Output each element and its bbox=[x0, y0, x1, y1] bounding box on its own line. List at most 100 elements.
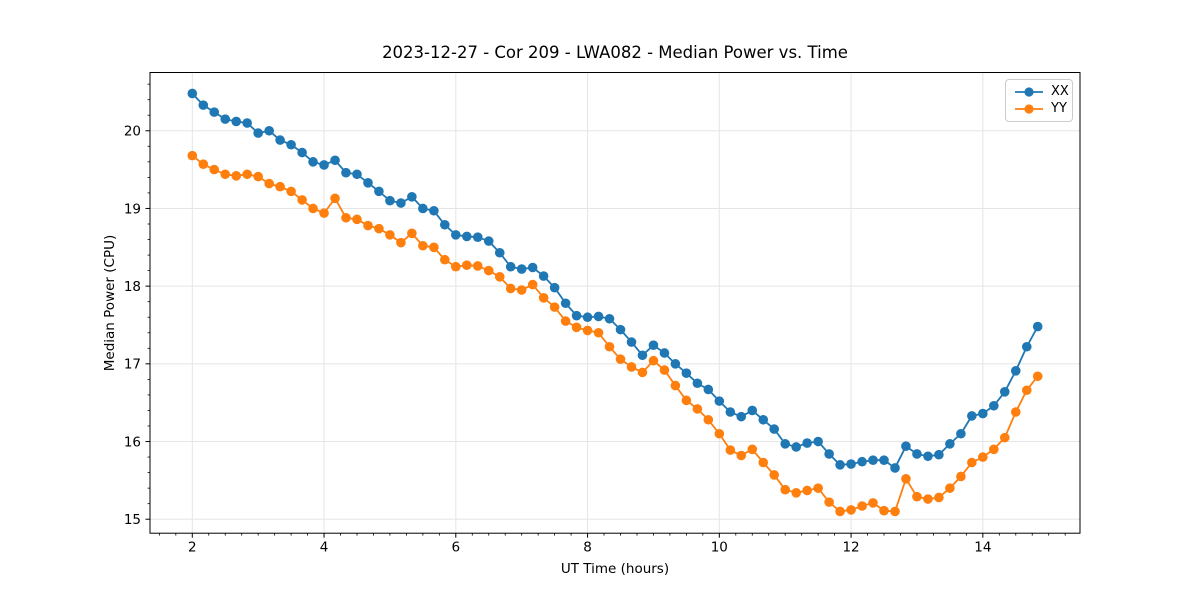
data-point bbox=[637, 350, 648, 361]
data-point bbox=[703, 414, 714, 425]
legend-item-xx: XX bbox=[1014, 84, 1069, 100]
data-point bbox=[560, 316, 571, 326]
series-xx-line bbox=[191, 92, 1039, 469]
data-point bbox=[483, 236, 494, 246]
data-point bbox=[593, 327, 604, 338]
data-point bbox=[187, 88, 198, 99]
data-point bbox=[769, 424, 779, 434]
data-point bbox=[857, 501, 867, 511]
data-point bbox=[868, 455, 878, 465]
data-point bbox=[220, 169, 231, 180]
data-point bbox=[1010, 366, 1021, 376]
data-point bbox=[604, 341, 615, 352]
data-point bbox=[901, 441, 911, 451]
data-point bbox=[440, 219, 450, 230]
data-point bbox=[363, 220, 373, 231]
data-point bbox=[385, 195, 395, 206]
data-point bbox=[187, 150, 198, 161]
data-point bbox=[527, 262, 538, 273]
data-point bbox=[516, 264, 527, 274]
data-point bbox=[692, 404, 703, 414]
data-point bbox=[396, 237, 406, 248]
data-point bbox=[494, 272, 505, 282]
data-point bbox=[725, 445, 736, 455]
data-point bbox=[835, 460, 845, 470]
data-point bbox=[472, 232, 483, 243]
data-point bbox=[330, 155, 340, 166]
data-point bbox=[725, 407, 736, 417]
data-point bbox=[648, 355, 659, 366]
data-point bbox=[341, 167, 351, 178]
data-point bbox=[407, 192, 417, 202]
data-point bbox=[615, 324, 626, 335]
series-xx-markers bbox=[187, 88, 1043, 473]
data-point bbox=[297, 195, 307, 205]
data-point bbox=[736, 411, 747, 422]
axes-box bbox=[149, 72, 1081, 534]
data-point bbox=[857, 456, 867, 467]
data-point bbox=[253, 128, 263, 138]
data-point bbox=[451, 230, 461, 240]
data-point bbox=[659, 365, 670, 375]
data-point bbox=[758, 457, 769, 468]
y-tick-label: 20 bbox=[124, 124, 141, 140]
x-axis-label: UT Time (hours) bbox=[560, 561, 670, 577]
data-point bbox=[604, 313, 615, 324]
data-point bbox=[319, 160, 329, 170]
data-point bbox=[615, 354, 626, 364]
data-point bbox=[989, 400, 999, 411]
data-point bbox=[275, 181, 285, 192]
data-point bbox=[560, 298, 571, 309]
data-point bbox=[703, 384, 714, 395]
data-point bbox=[352, 169, 362, 180]
data-point bbox=[637, 367, 648, 378]
data-point bbox=[956, 428, 966, 439]
data-point bbox=[593, 311, 604, 322]
data-point bbox=[901, 474, 911, 484]
data-point bbox=[483, 265, 494, 276]
data-point bbox=[879, 455, 889, 465]
data-point bbox=[890, 506, 900, 517]
x-tick-label: 2 bbox=[188, 540, 197, 556]
data-point bbox=[945, 483, 955, 493]
data-point bbox=[912, 491, 922, 502]
data-point bbox=[890, 463, 900, 473]
data-point bbox=[802, 485, 812, 496]
data-point bbox=[549, 302, 560, 312]
data-point bbox=[472, 261, 483, 271]
data-point bbox=[242, 169, 252, 180]
data-point bbox=[802, 438, 812, 448]
data-point bbox=[791, 488, 801, 498]
data-point bbox=[1032, 321, 1043, 332]
data-point bbox=[275, 135, 285, 145]
data-point bbox=[868, 498, 878, 508]
data-point bbox=[780, 439, 790, 449]
data-point bbox=[681, 395, 692, 406]
data-point bbox=[714, 396, 725, 406]
data-point bbox=[999, 387, 1010, 397]
x-tick-label: 10 bbox=[711, 540, 728, 556]
data-point bbox=[571, 322, 582, 333]
y-tick-label: 17 bbox=[124, 357, 141, 373]
data-point bbox=[1021, 341, 1032, 352]
x-tick-label: 8 bbox=[583, 540, 592, 556]
data-point bbox=[549, 282, 560, 293]
data-point bbox=[670, 380, 681, 391]
data-point bbox=[736, 450, 747, 461]
data-point bbox=[1010, 407, 1021, 417]
data-point bbox=[253, 171, 263, 182]
data-point bbox=[626, 337, 637, 347]
data-point bbox=[824, 449, 834, 459]
data-point bbox=[220, 114, 231, 124]
data-point bbox=[648, 340, 659, 350]
data-point bbox=[231, 171, 242, 181]
data-point bbox=[582, 325, 593, 336]
data-point bbox=[242, 118, 252, 128]
data-point bbox=[681, 368, 692, 378]
data-point bbox=[264, 125, 274, 136]
data-point bbox=[374, 186, 384, 197]
data-point bbox=[429, 242, 439, 253]
data-point bbox=[396, 198, 406, 208]
